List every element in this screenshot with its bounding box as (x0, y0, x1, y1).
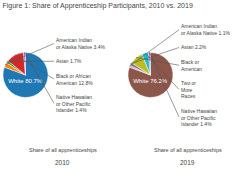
svg-text:Black orAmerican: Black orAmerican (181, 59, 202, 72)
svg-text:Native Hawaiianor Other Pacifi: Native Hawaiianor Other PacificIslander … (56, 94, 92, 113)
svg-text:2010: 2010 (55, 159, 70, 166)
svg-text:Two orMoreRaces: Two orMoreRaces (181, 80, 196, 99)
svg-text:White 76.2%: White 76.2% (133, 78, 168, 84)
svg-text:Native Hawaiianor Other Pacifi: Native Hawaiianor Other PacificIslander … (181, 108, 217, 127)
svg-text:Black or AfricanAmerican 12.8%: Black or AfricanAmerican 12.8% (56, 73, 93, 86)
svg-text:Share of all apprenticeships: Share of all apprenticeships (154, 147, 222, 153)
svg-text:Share of all apprenticeships: Share of all apprenticeships (29, 147, 97, 153)
svg-text:Asian 1.7%: Asian 1.7% (56, 58, 82, 64)
svg-text:Asian 2.2%: Asian 2.2% (181, 44, 207, 50)
svg-text:2019: 2019 (180, 159, 195, 166)
svg-text:American Indianor Alaska Nativ: American Indianor Alaska Native 3.4% (56, 37, 105, 50)
svg-text:Figure 1: Share of Apprentices: Figure 1: Share of Apprenticeship Partic… (3, 2, 193, 10)
svg-text:White 80.7%: White 80.7% (8, 78, 43, 84)
svg-text:American Indianor Alaska Nativ: American Indianor Alaska Native 1.1% (181, 23, 230, 36)
